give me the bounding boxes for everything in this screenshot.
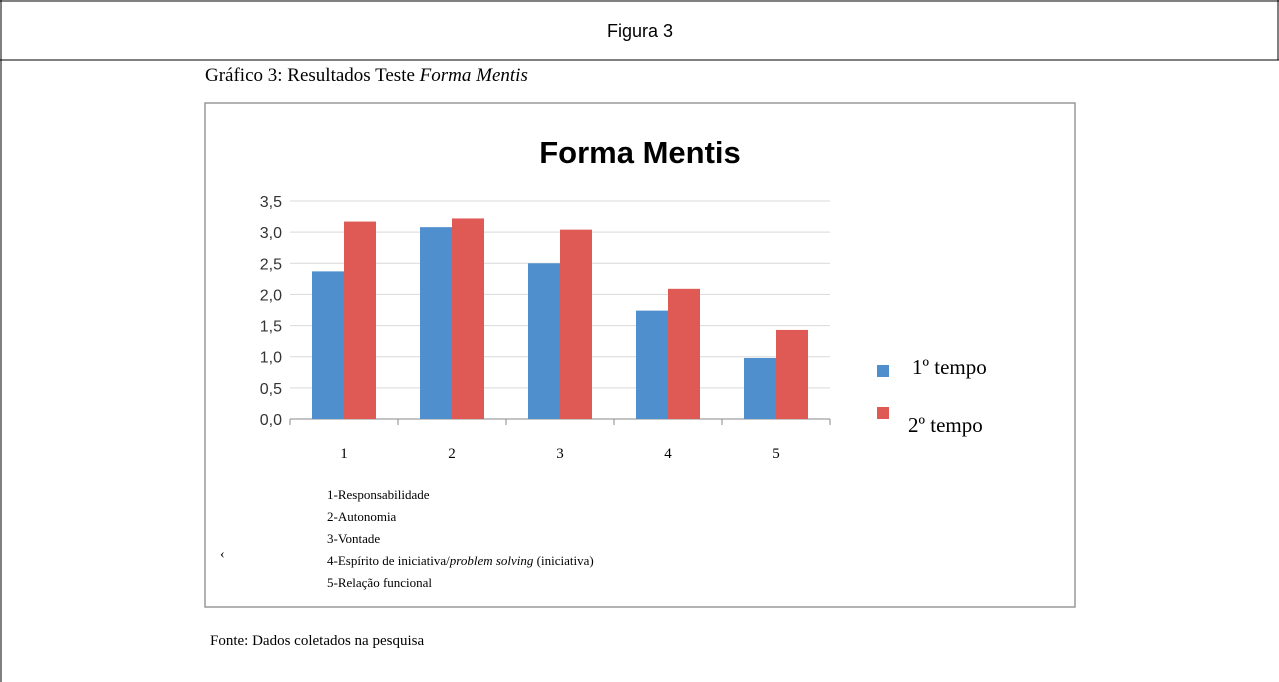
- y-tick-label: 3,5: [260, 194, 282, 211]
- bar: [744, 357, 776, 419]
- bar: [528, 263, 560, 419]
- note-part: 5-Relação funcional: [327, 575, 432, 590]
- x-tick-label: 1: [340, 446, 348, 462]
- y-tick-label: 1,5: [260, 319, 282, 336]
- caption-text: Gráfico 3: Resultados Teste: [205, 65, 420, 86]
- note: 2-Autonomia: [327, 509, 397, 524]
- y-tick-label: 0,5: [260, 381, 282, 398]
- bar: [776, 329, 808, 419]
- source: Fonte: Dados coletados na pesquisa: [210, 633, 424, 649]
- caption-italic: Forma Mentis: [419, 65, 528, 86]
- bar: [668, 288, 700, 419]
- y-tick-label: 2,5: [260, 256, 282, 273]
- bar: [452, 218, 484, 419]
- x-tick-label: 3: [556, 446, 564, 462]
- note: 3-Vontade: [327, 531, 380, 546]
- x-tick-label: 5: [772, 446, 780, 462]
- note: 5-Relação funcional: [327, 575, 432, 590]
- legend-label: 1º tempo: [912, 355, 987, 379]
- legend-swatch: [877, 407, 889, 419]
- bar: [420, 227, 452, 419]
- y-tick-label: 1,0: [260, 350, 282, 367]
- stray-mark: ‹: [220, 547, 225, 562]
- chart-title: Forma Mentis: [539, 135, 741, 170]
- note-part: 1-Responsabilidade: [327, 487, 430, 502]
- y-tick-label: 2,0: [260, 287, 282, 304]
- bar: [312, 271, 344, 419]
- note: 1-Responsabilidade: [327, 487, 430, 502]
- legend-label: 2º tempo: [908, 413, 983, 437]
- note-part: (iniciativa): [533, 553, 593, 568]
- bar: [636, 310, 668, 419]
- bar: [344, 221, 376, 419]
- y-tick-label: 3,0: [260, 225, 282, 242]
- y-tick-label: 0,0: [260, 412, 282, 429]
- x-tick-label: 2: [448, 446, 456, 462]
- figure-title: Figura 3: [607, 21, 673, 41]
- legend-swatch: [877, 365, 889, 377]
- note: 4-Espírito de iniciativa/problem solving…: [327, 553, 594, 568]
- x-tick-label: 4: [664, 446, 672, 462]
- caption: Gráfico 3: Resultados Teste Forma Mentis: [205, 65, 528, 86]
- note-part: 4-Espírito de iniciativa/: [327, 553, 450, 568]
- note-part: 2-Autonomia: [327, 509, 397, 524]
- note-part: 3-Vontade: [327, 531, 380, 546]
- bar: [560, 229, 592, 419]
- note-part: problem solving: [449, 553, 534, 568]
